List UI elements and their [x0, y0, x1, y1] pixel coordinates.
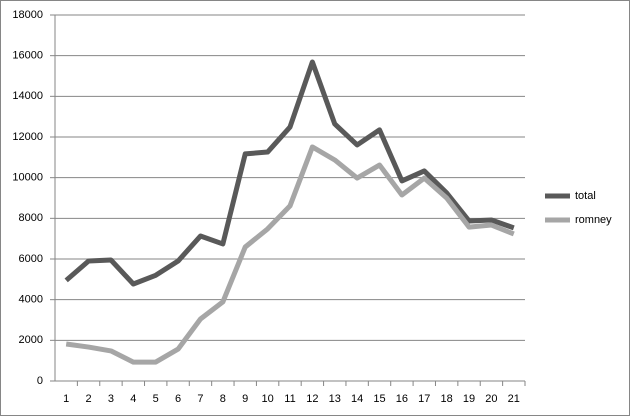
x-tick-label: 21: [508, 393, 520, 405]
x-tick-label: 11: [284, 393, 295, 405]
x-tick-label: 15: [373, 393, 385, 405]
legend-label: romney: [575, 214, 612, 226]
x-tick-label: 6: [175, 393, 181, 405]
y-tick-label: 18000: [12, 9, 43, 21]
x-tick-label: 16: [396, 393, 408, 405]
y-tick-label: 8000: [19, 212, 43, 224]
x-tick-label: 10: [261, 393, 273, 405]
y-tick-label: 14000: [12, 90, 43, 102]
x-tick-label: 3: [108, 393, 114, 405]
x-tick-label: 7: [197, 393, 203, 405]
series-line: [65, 144, 515, 365]
y-tick-label: 12000: [12, 131, 43, 143]
x-tick-label: 2: [86, 393, 92, 405]
x-tick-label: 12: [306, 393, 318, 405]
y-tick-label: 4000: [19, 294, 43, 306]
x-tick-label: 1: [63, 393, 69, 405]
x-tick-label: 18: [441, 393, 453, 405]
x-tick-label: 8: [220, 393, 226, 405]
x-tick-label: 17: [418, 393, 430, 405]
y-tick-label: 16000: [12, 50, 43, 62]
x-tick-label: 13: [329, 393, 341, 405]
x-tick-label: 20: [485, 393, 497, 405]
legend-label: total: [575, 190, 596, 202]
y-tick-label: 2000: [19, 334, 43, 346]
y-tick-label: 6000: [19, 253, 43, 265]
x-tick-label: 5: [153, 393, 159, 405]
x-tick-label: 9: [242, 393, 248, 405]
y-tick-label: 0: [37, 375, 43, 387]
x-tick-label: 4: [130, 393, 136, 405]
series-line: [64, 59, 515, 287]
x-tick-label: 19: [463, 393, 475, 405]
x-tick-label: 14: [351, 393, 363, 405]
y-tick-label: 10000: [12, 172, 43, 184]
